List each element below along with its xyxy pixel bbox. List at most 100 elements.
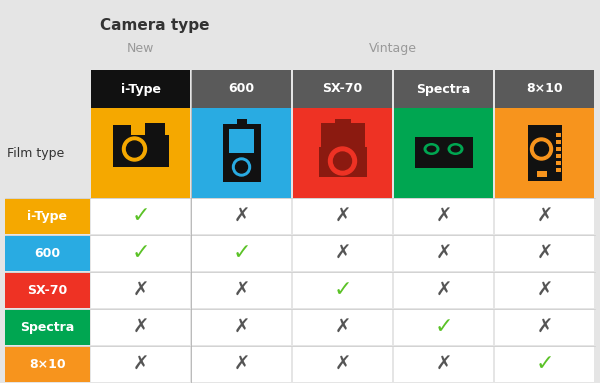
Text: ✗: ✗ <box>536 281 553 300</box>
Text: ✗: ✗ <box>233 318 250 337</box>
Text: ✓: ✓ <box>535 355 554 375</box>
Circle shape <box>235 161 248 173</box>
Bar <box>495 310 594 345</box>
Ellipse shape <box>424 143 439 155</box>
Bar <box>5 310 90 345</box>
Bar <box>91 108 190 198</box>
Bar <box>192 347 291 382</box>
Bar <box>394 108 493 198</box>
Bar <box>394 347 493 382</box>
Text: Spectra: Spectra <box>20 321 74 334</box>
Bar <box>394 310 493 345</box>
Bar <box>319 147 367 177</box>
Bar <box>495 273 594 308</box>
Text: ✗: ✗ <box>233 281 250 300</box>
Text: 600: 600 <box>34 247 61 260</box>
Bar <box>320 123 365 148</box>
Bar <box>556 140 560 144</box>
Text: ✗: ✗ <box>536 318 553 337</box>
Bar <box>556 147 560 151</box>
Circle shape <box>535 142 548 156</box>
Bar <box>91 273 190 308</box>
Text: ✗: ✗ <box>436 207 452 226</box>
Bar <box>293 310 392 345</box>
Bar <box>192 236 291 271</box>
Bar <box>415 168 473 176</box>
Bar <box>113 125 131 137</box>
Bar <box>495 236 594 271</box>
Bar <box>394 199 493 234</box>
Text: Film type: Film type <box>7 147 64 159</box>
Bar <box>293 108 392 198</box>
Text: ✓: ✓ <box>232 244 251 264</box>
Text: ✓: ✓ <box>333 280 352 301</box>
Bar <box>113 135 169 167</box>
Bar <box>192 70 291 108</box>
Bar <box>5 199 90 234</box>
Text: ✗: ✗ <box>436 281 452 300</box>
Text: Spectra: Spectra <box>416 82 470 95</box>
Bar <box>556 161 560 165</box>
Bar <box>495 70 594 108</box>
Bar <box>192 273 291 308</box>
Text: ✗: ✗ <box>536 244 553 263</box>
Text: ✗: ✗ <box>133 318 149 337</box>
Bar <box>91 199 190 234</box>
Text: ✗: ✗ <box>233 355 250 374</box>
Text: ✗: ✗ <box>334 318 350 337</box>
Bar <box>293 236 392 271</box>
Bar <box>229 129 254 153</box>
Text: Vintage: Vintage <box>369 42 417 55</box>
Bar <box>223 124 260 182</box>
Bar <box>145 123 164 137</box>
Text: ✗: ✗ <box>436 244 452 263</box>
Text: SX-70: SX-70 <box>28 284 68 297</box>
Bar <box>293 70 392 108</box>
Bar <box>5 236 90 271</box>
Text: ✗: ✗ <box>334 207 350 226</box>
Bar <box>293 347 392 382</box>
Text: ✗: ✗ <box>334 244 350 263</box>
Text: ✗: ✗ <box>436 355 452 374</box>
Bar <box>293 199 392 234</box>
Bar <box>394 70 493 108</box>
Bar <box>5 273 90 308</box>
Bar <box>192 108 291 198</box>
Text: Camera type: Camera type <box>100 18 209 33</box>
Bar <box>5 347 90 382</box>
Bar <box>91 310 190 345</box>
Text: ✗: ✗ <box>334 355 350 374</box>
Circle shape <box>122 137 146 161</box>
Text: ✓: ✓ <box>434 318 453 337</box>
Text: 8×10: 8×10 <box>29 358 66 371</box>
Text: 600: 600 <box>229 82 254 95</box>
Circle shape <box>329 147 356 175</box>
Bar <box>495 199 594 234</box>
Text: ✗: ✗ <box>233 207 250 226</box>
Circle shape <box>530 138 553 160</box>
Bar <box>91 70 190 108</box>
Text: i-Type: i-Type <box>121 82 161 95</box>
Text: ✓: ✓ <box>131 206 150 226</box>
Bar <box>113 167 169 174</box>
Text: 8×10: 8×10 <box>526 82 563 95</box>
Bar <box>556 168 560 172</box>
Bar <box>415 137 473 169</box>
Bar <box>335 119 350 125</box>
Bar <box>192 310 291 345</box>
Text: ✗: ✗ <box>536 207 553 226</box>
Circle shape <box>127 141 143 157</box>
Text: ✗: ✗ <box>133 355 149 374</box>
Bar <box>495 108 594 198</box>
Circle shape <box>334 152 352 170</box>
Bar <box>236 119 247 125</box>
Bar <box>192 199 291 234</box>
Ellipse shape <box>427 146 437 152</box>
Bar <box>527 125 562 181</box>
Text: ✗: ✗ <box>133 281 149 300</box>
Text: SX-70: SX-70 <box>322 82 362 95</box>
Bar <box>293 273 392 308</box>
Text: i-Type: i-Type <box>28 210 67 223</box>
Bar <box>91 236 190 271</box>
Bar <box>394 273 493 308</box>
